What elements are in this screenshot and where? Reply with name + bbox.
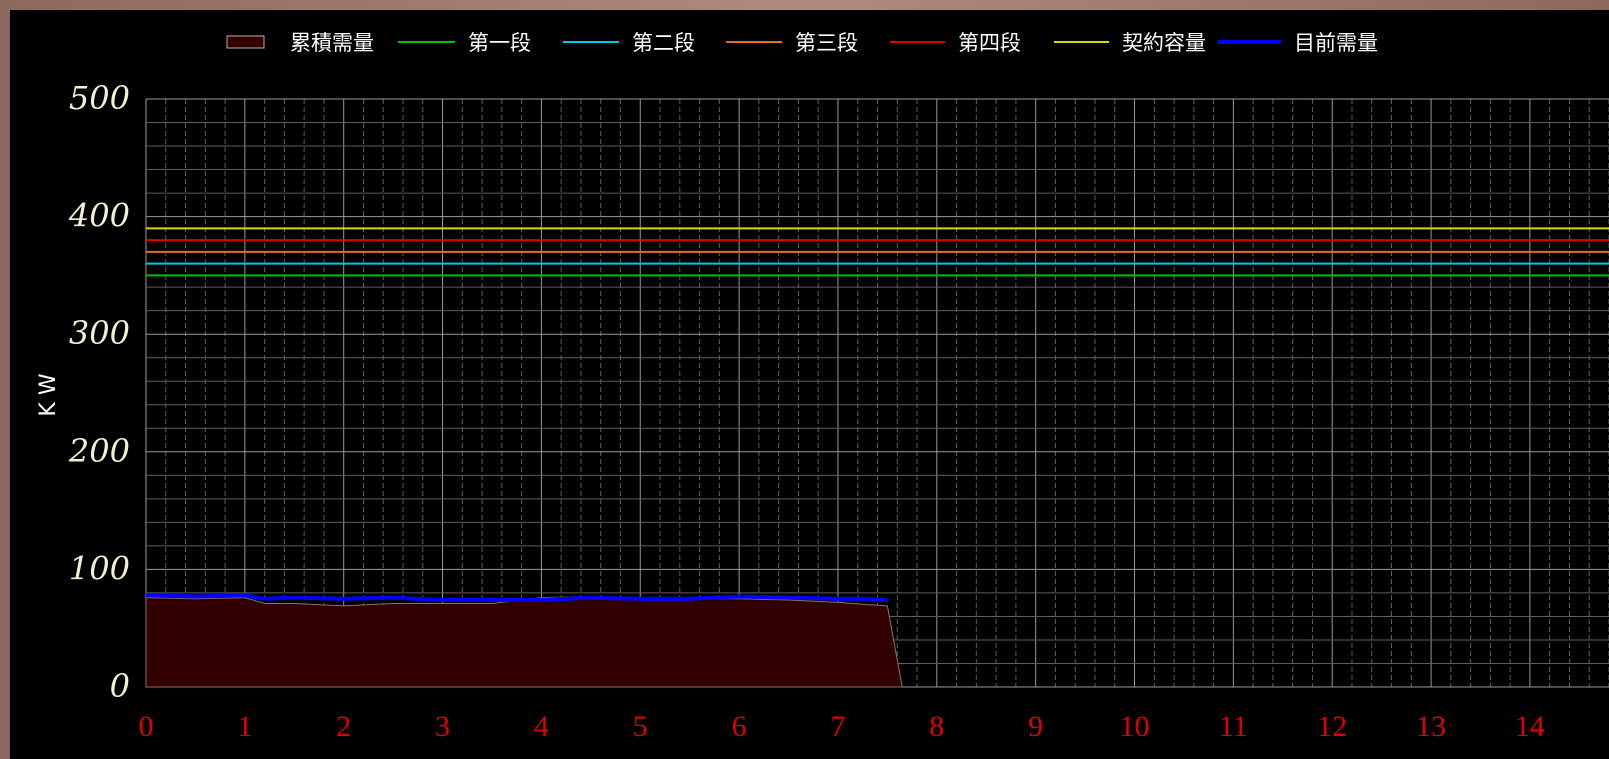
- x-tick-label: 0: [139, 710, 154, 743]
- x-tick-label: 3: [435, 710, 450, 743]
- x-tick-label: 9: [1028, 710, 1043, 743]
- y-tick-label: 500: [69, 79, 130, 117]
- x-tick-label: 14: [1515, 710, 1545, 743]
- legend-label: 第二段: [632, 31, 695, 55]
- y-tick-label: 0: [110, 667, 130, 705]
- series-line-current-demand: [145, 593, 888, 602]
- legend-label: 契約容量: [1122, 31, 1206, 55]
- legend-label: 第一段: [468, 31, 531, 55]
- x-tick-label: 10: [1120, 710, 1150, 743]
- x-tick-label: 2: [336, 710, 351, 743]
- x-tick-label: 5: [633, 710, 648, 743]
- chart-panel: 0 100 200 300 400 500 0 1 2 3 4 5 6 7 8 9 10 11 12 13 14 累積需…: [10, 10, 1609, 759]
- legend-label: 累積需量: [290, 31, 374, 55]
- grid: [145, 98, 1609, 688]
- x-tick-label: 12: [1317, 710, 1347, 743]
- series-area-cumulative-demand: [145, 595, 903, 688]
- x-tick-label: 8: [929, 710, 944, 743]
- legend-label: 第三段: [795, 31, 858, 55]
- current-demand-layer: [145, 593, 888, 602]
- x-tick-label: 11: [1219, 710, 1248, 743]
- x-tick-label: 13: [1416, 710, 1446, 743]
- area-layer: [145, 595, 903, 688]
- x-tick-label: 7: [830, 710, 845, 743]
- legend-label: 目前需量: [1294, 31, 1378, 55]
- y-tick-label: 200: [68, 432, 130, 470]
- y-tick-label: 300: [69, 314, 130, 352]
- x-tick-label: 1: [237, 710, 252, 743]
- y-axis-label: K W: [36, 373, 61, 416]
- legend-swatch: [226, 35, 265, 49]
- x-tick-label: 6: [732, 710, 747, 743]
- x-tick-label: 4: [534, 710, 549, 743]
- y-tick-label: 100: [69, 549, 130, 587]
- legend-label: 第四段: [958, 31, 1021, 55]
- legend: 累積需量 第一段 第二段 第三段 第四段 契約容量 目前需量: [226, 31, 1378, 55]
- y-tick-label: 400: [68, 197, 130, 235]
- threshold-lines: [146, 227, 1609, 277]
